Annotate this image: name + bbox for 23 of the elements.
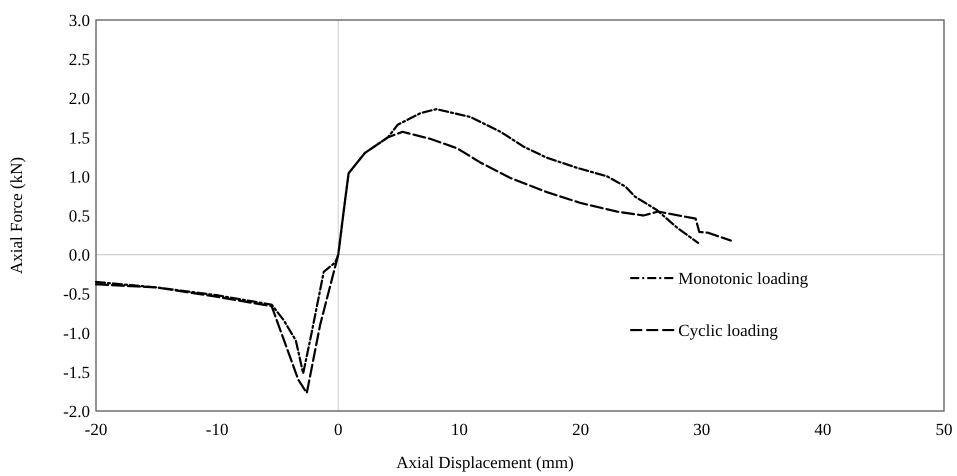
y-tick-label: -1.0 <box>63 324 90 343</box>
y-tick-label: 1.5 <box>68 128 90 148</box>
y-tick-label: 3.0 <box>68 10 90 30</box>
y-tick-label: 1.0 <box>68 167 90 186</box>
legend-label: Cyclic loading <box>678 321 778 340</box>
y-axis-title: Axial Force (kN) <box>7 156 26 274</box>
y-tick-label: -1.5 <box>63 362 90 382</box>
y-tick-label: -2.0 <box>63 402 90 421</box>
y-tick-label: -0.5 <box>63 284 90 304</box>
x-axis-title: Axial Displacement (mm) <box>396 453 574 472</box>
x-tick-label: 30 <box>693 420 710 439</box>
x-tick-label: 50 <box>936 420 952 439</box>
x-tick-label: -20 <box>84 420 108 439</box>
x-tick-label: 0 <box>334 420 343 439</box>
x-tick-label: -10 <box>206 420 228 439</box>
x-tick-label: 10 <box>450 420 468 439</box>
y-tick-label: 2.5 <box>68 50 90 70</box>
legend-label: Monotonic loading <box>678 269 809 288</box>
y-tick-label: 0.5 <box>68 206 90 226</box>
x-tick-label: 20 <box>572 420 590 439</box>
x-tick-label: 40 <box>814 420 832 439</box>
y-tick-label: 0.0 <box>68 246 90 265</box>
y-tick-label: 2.0 <box>68 89 90 108</box>
